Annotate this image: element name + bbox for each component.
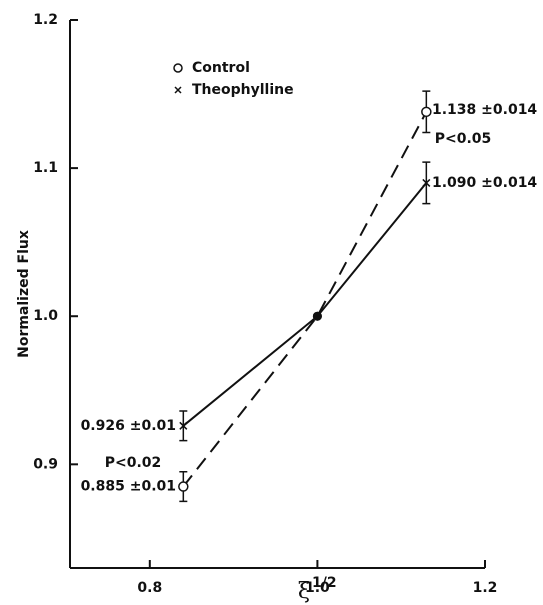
y-tick-label: 1.1 — [33, 160, 58, 176]
series-line — [182, 111, 428, 488]
annotation: P<0.02 — [105, 455, 162, 471]
y-tick-label: 1.0 — [33, 308, 58, 324]
value-label: 0.926 ±0.01 — [81, 418, 176, 434]
series-line — [182, 182, 428, 427]
marker-x — [422, 178, 431, 187]
value-label: 1.090 ±0.014 — [432, 175, 537, 191]
marker-circle — [178, 481, 189, 492]
legend-marker — [173, 63, 183, 73]
marker-circle — [421, 106, 432, 118]
legend-label: Theophylline — [192, 82, 294, 98]
legend-marker — [174, 86, 182, 94]
value-label: 0.885 ±0.01 — [81, 479, 176, 495]
x-tick-label: 1.0 — [305, 580, 330, 596]
y-tick-label: 0.9 — [33, 456, 58, 472]
x-axis-label-superscript: 1/2 — [312, 575, 337, 591]
annotation: P<0.05 — [435, 131, 492, 147]
y-tick-label: 1.2 — [33, 12, 58, 28]
marker-x — [179, 421, 188, 430]
marker-dot — [312, 311, 322, 321]
value-label: 1.138 ±0.014 — [432, 102, 537, 118]
x-axis-label: ξ — [298, 579, 310, 604]
legend-label: Control — [192, 60, 250, 76]
x-tick-label: 1.2 — [473, 580, 498, 596]
x-tick-label: 0.8 — [137, 580, 162, 596]
y-axis-label: Normalized Flux — [16, 230, 32, 358]
